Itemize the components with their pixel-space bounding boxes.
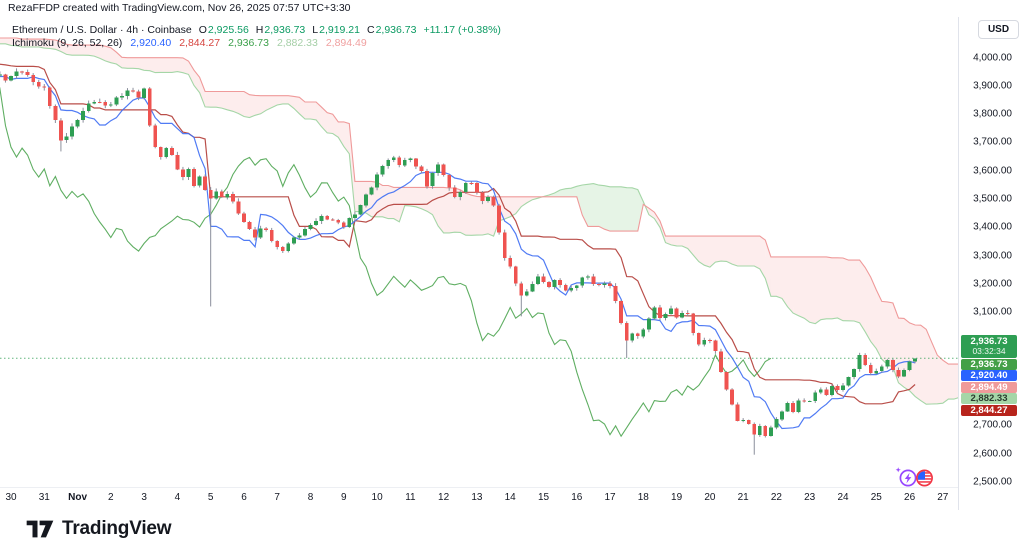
senkou-a-line [0, 43, 958, 405]
symbol-row[interactable]: Ethereum / U.S. Dollar · 4h · Coinbase O2… [12, 24, 501, 37]
time-label-nov: Nov [68, 492, 88, 503]
price-tick: 4,000.00 [973, 52, 1012, 63]
ohlc-o-label: O [198, 24, 207, 36]
time-label-14: 14 [504, 492, 516, 503]
ohlc-l-value: 2,919.21 [319, 24, 360, 36]
crypto-lightning-icon[interactable] [895, 467, 917, 487]
time-label-21: 21 [737, 492, 749, 503]
currency-button[interactable]: USD [978, 20, 1019, 39]
ohlc-l-label: L [312, 24, 319, 36]
tradingview-logo-icon[interactable] [25, 517, 55, 541]
tenkan-line [0, 75, 916, 430]
time-label-25: 25 [870, 492, 882, 503]
footer: TradingView [0, 510, 1024, 548]
time-label-8: 8 [307, 492, 314, 503]
attribution-text: RezaFFDP created with TradingView.com, N… [8, 2, 351, 14]
indicator-title: Ichimoku (9, 26, 52, 26) [12, 37, 123, 49]
senkou-a-label: 2,882.33 [961, 393, 1017, 404]
legend: Ethereum / U.S. Dollar · 4h · Coinbase O2… [12, 24, 501, 50]
time-label-20: 20 [704, 492, 716, 503]
senkou-b-line [0, 37, 958, 365]
ichimoku-senkou-b-value: 2,894.49 [325, 37, 367, 49]
time-label-9: 9 [341, 492, 347, 503]
time-label-17: 17 [604, 492, 616, 503]
brand-name[interactable]: TradingView [62, 518, 172, 539]
time-axis[interactable]: 30 31 Nov 2 3 4 5 6 7 8 9 10 11 12 13 14 15 16 17 18 19 20 21 2… [0, 487, 958, 510]
ichimoku-chikou-value: 2,936.73 [228, 37, 269, 49]
price-tick: 3,700.00 [973, 136, 1012, 148]
time-label-19: 19 [671, 492, 683, 503]
time-label-24: 24 [837, 492, 849, 503]
price-tick: 3,800.00 [973, 108, 1012, 120]
time-label-11: 11 [405, 492, 416, 503]
price-tick: 3,900.00 [973, 80, 1012, 92]
kijun-line [0, 63, 916, 405]
time-label-27: 27 [937, 492, 949, 503]
time-label-30: 30 [5, 492, 17, 503]
senkou-b-label: 2,894.49 [961, 381, 1017, 393]
ichimoku-senkou-a-value: 2,882.33 [276, 37, 318, 49]
tenkan-label: 2,920.40 [961, 370, 1017, 381]
price-tick: 2,600.00 [973, 448, 1012, 460]
candle-bodies [0, 71, 917, 437]
indicator-row[interactable]: Ichimoku (9, 26, 52, 26) 2,920.40 2,844.27… [12, 37, 501, 50]
change-value: +11.17 (+0.38%) [423, 24, 501, 36]
price-tick: 3,400.00 [973, 221, 1012, 233]
time-label-2: 2 [108, 492, 114, 503]
ohlc-c-value: 2,936.73 [375, 24, 417, 36]
ohlc-o-value: 2,925.56 [207, 24, 249, 36]
ohlc-c-label: C [366, 24, 375, 36]
price-tick: 2,700.00 [973, 419, 1012, 431]
time-label-31: 31 [38, 492, 50, 503]
chart-area[interactable]: Ethereum / U.S. Dollar · 4h · Coinbase O2… [0, 17, 958, 487]
time-label-4: 4 [174, 492, 181, 503]
price-tick: 3,200.00 [973, 278, 1012, 290]
price-axis[interactable]: USD 4,000.00 3,900.00 3,800.00 3,700.00 3,60… [958, 17, 1024, 510]
price-tick: 3,600.00 [973, 165, 1012, 177]
time-label-16: 16 [571, 492, 583, 503]
time-label-10: 10 [371, 492, 383, 503]
event-icons[interactable] [893, 466, 939, 490]
chikou-label: 2,936.73 [961, 358, 1017, 370]
time-label-3: 3 [141, 492, 147, 503]
time-label-18: 18 [637, 492, 649, 503]
time-label-23: 23 [804, 492, 816, 503]
time-label-22: 22 [770, 492, 782, 503]
current-price: 2,936.73 03:32:34 [961, 335, 1017, 358]
price-tick: 3,100.00 [973, 306, 1012, 318]
price-tick: 3,500.00 [973, 193, 1012, 205]
time-label-5: 5 [207, 492, 214, 503]
kijun-label: 2,844.27 [961, 404, 1017, 416]
ohlc-h-label: H [255, 24, 264, 36]
time-label-13: 13 [471, 492, 483, 503]
price-tick: 3,300.00 [973, 250, 1012, 261]
ichimoku-tenkan-value: 2,920.40 [130, 37, 172, 49]
candlestick-chart[interactable] [0, 17, 958, 487]
price-tick: 2,500.00 [973, 476, 1012, 488]
time-label-7: 7 [274, 492, 280, 503]
time-label-12: 12 [438, 492, 450, 503]
time-label-26: 26 [904, 492, 916, 503]
us-flag-economic-icon[interactable] [916, 469, 933, 487]
ohlc-h-value: 2,936.73 [264, 24, 306, 36]
chikou-line [0, 87, 772, 438]
time-label-6: 6 [241, 492, 247, 503]
symbol-title: Ethereum / U.S. Dollar · 4h · Coinbase [12, 24, 192, 36]
ichimoku-kijun-value: 2,844.27 [179, 37, 221, 49]
time-label-15: 15 [537, 492, 550, 503]
